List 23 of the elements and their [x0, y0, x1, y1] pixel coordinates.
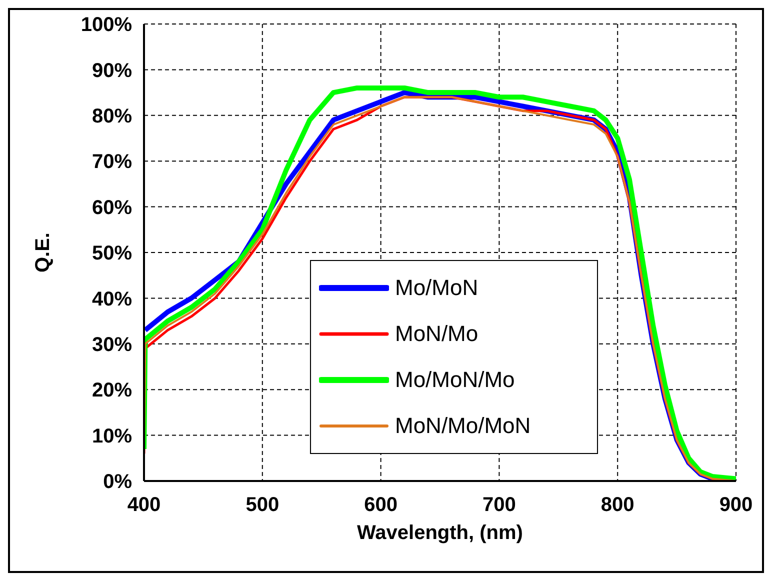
y-tick-label: 30%: [92, 334, 132, 356]
x-tick-label: 500: [246, 494, 280, 516]
y-tick-label: 40%: [92, 288, 132, 310]
y-tick-label: 80%: [92, 106, 132, 128]
x-tick-label: 800: [600, 494, 634, 516]
x-tick-label: 700: [482, 494, 516, 516]
y-tick-label: 10%: [92, 425, 132, 448]
y-tick-label: 50%: [92, 242, 132, 265]
x-axis-title: Wavelength, (nm): [357, 522, 523, 544]
legend-label: MoN/Mo/MoN: [395, 413, 531, 439]
y-tick-label: 60%: [92, 196, 132, 219]
y-tick-label: 100%: [80, 14, 132, 36]
x-tick-label: 400: [127, 494, 161, 516]
y-axis-title: Q.E.: [32, 232, 54, 273]
x-tick-label: 600: [364, 494, 398, 516]
y-tick-label: 20%: [92, 380, 132, 402]
legend-label: Mo/MoN/Mo: [395, 367, 515, 393]
y-tick-label: 70%: [92, 151, 132, 174]
x-tick-label: 900: [719, 494, 753, 516]
y-tick-label: 90%: [92, 60, 132, 82]
legend-label: Mo/MoN: [395, 275, 478, 301]
y-tick-label: 0%: [103, 471, 132, 494]
legend-label: MoN/Mo: [395, 321, 478, 347]
